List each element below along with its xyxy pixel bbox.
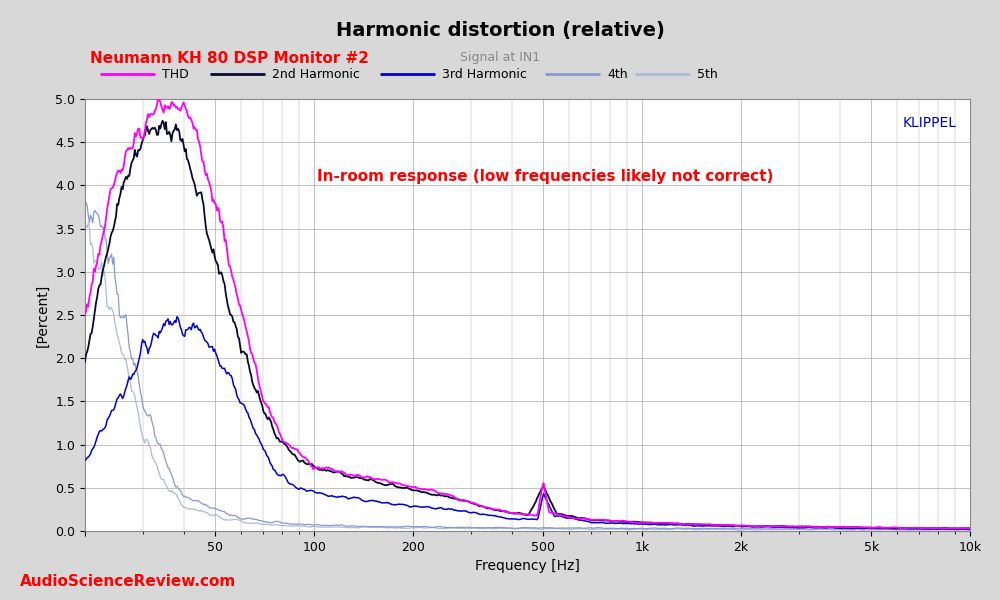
- 5th: [751, 526, 763, 533]
- Line: 2nd Harmonic: 2nd Harmonic: [85, 121, 970, 529]
- 3rd Harmonic: [961, 526, 973, 533]
- 5th: [82, 219, 94, 226]
- 2nd Harmonic: [644, 519, 656, 526]
- Line: 3rd Harmonic: 3rd Harmonic: [85, 317, 970, 529]
- Line: 4th: 4th: [85, 202, 970, 530]
- 4th: [751, 525, 763, 532]
- THD: [133, 125, 145, 133]
- THD: [751, 523, 763, 530]
- THD: [152, 95, 164, 103]
- 3rd Harmonic: [594, 519, 606, 526]
- 5th: [964, 527, 976, 534]
- 5th: [594, 526, 606, 533]
- Text: Signal at IN1: Signal at IN1: [460, 51, 540, 64]
- X-axis label: Frequency [Hz]: Frequency [Hz]: [475, 559, 580, 573]
- 3rd Harmonic: [964, 526, 976, 533]
- 5th: [134, 423, 146, 430]
- 5th: [952, 527, 964, 534]
- Line: THD: THD: [85, 99, 970, 529]
- Text: In-room response (low frequencies likely not correct): In-room response (low frequencies likely…: [317, 169, 773, 184]
- 4th: [134, 388, 146, 395]
- 5th: [79, 220, 91, 227]
- Text: 4th: 4th: [607, 68, 628, 81]
- 2nd Harmonic: [594, 517, 606, 524]
- 5th: [617, 526, 629, 533]
- Text: Harmonic distortion (relative): Harmonic distortion (relative): [336, 21, 664, 40]
- 2nd Harmonic: [617, 518, 629, 526]
- 3rd Harmonic: [171, 313, 183, 320]
- 3rd Harmonic: [644, 521, 656, 528]
- 3rd Harmonic: [842, 524, 854, 532]
- 4th: [594, 524, 606, 532]
- 4th: [617, 525, 629, 532]
- THD: [644, 519, 656, 526]
- 3rd Harmonic: [133, 354, 145, 361]
- Text: THD: THD: [162, 68, 189, 81]
- 3rd Harmonic: [751, 523, 763, 530]
- THD: [964, 525, 976, 532]
- Text: Neumann KH 80 DSP Monitor #2: Neumann KH 80 DSP Monitor #2: [90, 51, 369, 66]
- 4th: [79, 202, 91, 209]
- THD: [842, 524, 854, 531]
- 5th: [842, 526, 854, 533]
- Text: 2nd Harmonic: 2nd Harmonic: [272, 68, 360, 81]
- 3rd Harmonic: [617, 520, 629, 527]
- 2nd Harmonic: [79, 358, 91, 365]
- 2nd Harmonic: [951, 525, 963, 532]
- THD: [79, 311, 91, 318]
- 4th: [80, 199, 92, 206]
- 3rd Harmonic: [79, 457, 91, 464]
- 4th: [842, 526, 854, 533]
- Line: 5th: 5th: [85, 223, 970, 530]
- Text: AudioScienceReview.com: AudioScienceReview.com: [20, 574, 236, 589]
- Text: 5th: 5th: [697, 68, 718, 81]
- Text: 3rd Harmonic: 3rd Harmonic: [442, 68, 527, 81]
- 4th: [644, 524, 656, 532]
- 4th: [845, 526, 857, 533]
- 2nd Harmonic: [133, 147, 145, 154]
- 5th: [644, 526, 656, 533]
- 2nd Harmonic: [842, 524, 854, 531]
- Y-axis label: [Percent]: [Percent]: [36, 283, 50, 347]
- THD: [952, 525, 964, 532]
- 2nd Harmonic: [751, 523, 763, 530]
- 2nd Harmonic: [964, 525, 976, 532]
- THD: [617, 517, 629, 524]
- Text: KLIPPEL: KLIPPEL: [903, 116, 957, 130]
- 4th: [964, 526, 976, 533]
- 2nd Harmonic: [157, 117, 169, 124]
- THD: [594, 516, 606, 523]
